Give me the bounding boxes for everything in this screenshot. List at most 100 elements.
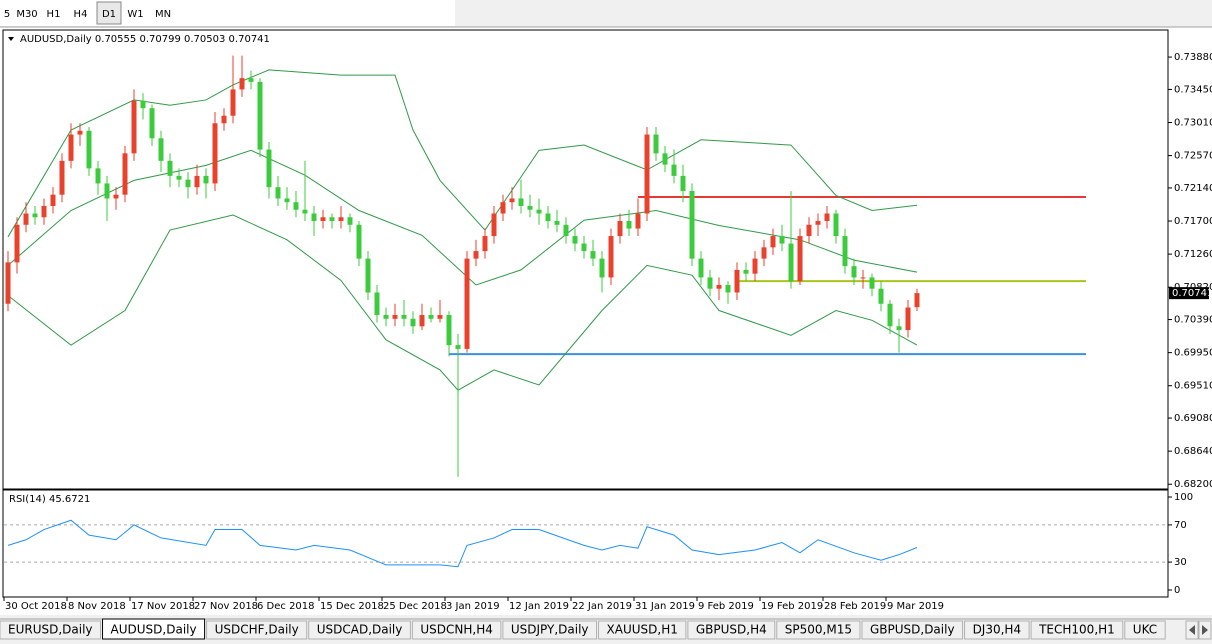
tab-label: USDCNH,H4 xyxy=(420,623,493,637)
y-tick-label: 0.68640 xyxy=(1174,446,1212,457)
candle-body xyxy=(248,78,254,82)
candle-body xyxy=(239,78,245,90)
candle-body xyxy=(329,217,335,222)
candle-body xyxy=(221,115,227,124)
tab-label: USDCAD,Daily xyxy=(317,623,403,637)
x-tick-label: 17 Nov 2018 xyxy=(131,601,195,612)
candle-body xyxy=(464,258,470,349)
timeframe-button[interactable]: H1 xyxy=(47,9,61,20)
close: 0.70741 xyxy=(229,34,270,45)
tab[interactable]: UKC xyxy=(1124,620,1166,640)
candle-body xyxy=(644,134,650,214)
candle-body xyxy=(95,168,101,184)
tab-bg xyxy=(502,620,598,640)
tab[interactable]: TECH100,H1 xyxy=(1030,620,1124,640)
candle-body xyxy=(113,194,119,199)
candle-body xyxy=(176,175,182,180)
tab[interactable]: XAUUSD,H1 xyxy=(598,620,687,640)
tab[interactable]: DJ30,H4 xyxy=(964,620,1030,640)
candle-body xyxy=(590,251,596,259)
tab[interactable]: AUDUSD,Daily xyxy=(102,618,206,640)
scroll-left-icon xyxy=(1189,625,1195,635)
timeframe-button[interactable]: H4 xyxy=(74,9,88,20)
candle-body xyxy=(14,224,20,263)
candle-body xyxy=(392,315,398,319)
candle-body xyxy=(428,315,434,319)
tab[interactable]: GBPUSD,H4 xyxy=(687,620,776,640)
candle-body xyxy=(716,284,722,289)
candle-body xyxy=(59,160,65,195)
candle-body xyxy=(554,221,560,225)
candle-body xyxy=(734,269,740,293)
tab[interactable]: USDCHF,Daily xyxy=(206,620,308,640)
candle-body xyxy=(806,224,812,237)
timeframe-button[interactable]: 5 xyxy=(4,9,10,20)
tab-bg xyxy=(1030,620,1124,640)
candle-body xyxy=(311,213,317,222)
candle-body xyxy=(41,205,47,218)
candle-body xyxy=(446,315,452,346)
candle-body xyxy=(707,277,713,289)
tab[interactable]: USDJPY,Daily xyxy=(502,620,598,640)
candle-body xyxy=(383,315,389,319)
tab-label: USDJPY,Daily xyxy=(511,623,589,637)
candle-body xyxy=(761,247,767,259)
tab[interactable]: USDCNH,H4 xyxy=(411,620,502,640)
candle-body xyxy=(50,194,56,206)
tab-scroll[interactable] xyxy=(1185,620,1212,640)
rsi-y-tick-label: 100 xyxy=(1174,492,1193,503)
candle-body xyxy=(545,213,551,222)
candle-body xyxy=(149,108,155,139)
y-tick-label: 0.70390 xyxy=(1174,315,1212,326)
high: 0.70799 xyxy=(139,34,180,45)
y-tick-label: 0.69510 xyxy=(1174,381,1212,392)
candle-body xyxy=(869,277,875,289)
tab[interactable]: EURUSD,Daily xyxy=(0,620,102,640)
tab-bg xyxy=(411,620,502,640)
candle-body xyxy=(104,183,110,199)
tab[interactable]: SP500,M15 xyxy=(776,620,861,640)
candle-body xyxy=(437,315,443,319)
timeframe-button[interactable]: D1 xyxy=(96,1,122,25)
collapse-arrow xyxy=(8,37,14,41)
candle-body xyxy=(68,134,74,161)
tab-label: GBPUSD,H4 xyxy=(696,623,767,637)
candle-body xyxy=(293,202,299,210)
candle-body xyxy=(797,236,803,282)
x-tick-label: 25 Dec 2018 xyxy=(383,601,447,612)
bollinger-upper xyxy=(7,69,918,238)
candle-body xyxy=(455,345,461,349)
candle-body xyxy=(572,236,578,244)
candle-body xyxy=(158,138,164,161)
x-tick-label: 8 Nov 2018 xyxy=(68,601,126,612)
timeframe-label: M30 xyxy=(16,9,37,20)
timeframe-button[interactable]: MN xyxy=(155,9,171,20)
tab-bg xyxy=(776,620,861,640)
candle-body xyxy=(671,164,677,176)
candle-body xyxy=(473,251,479,259)
candle-body xyxy=(212,123,218,184)
candle-body xyxy=(23,213,29,225)
candle-body xyxy=(77,130,83,135)
y-tick-label: 0.72140 xyxy=(1174,183,1212,194)
candle-body xyxy=(230,89,236,116)
x-tick-label: 9 Mar 2019 xyxy=(887,601,944,612)
timeframe-button[interactable]: W1 xyxy=(127,9,143,20)
candle-body xyxy=(752,258,758,274)
candle-body xyxy=(878,288,884,304)
timeframe-button[interactable]: M30 xyxy=(16,9,37,20)
candle-body xyxy=(482,236,488,252)
current-price-label: 0.70741 xyxy=(1172,288,1212,299)
candle-body xyxy=(581,243,587,252)
candle-body xyxy=(401,315,407,319)
candle-body xyxy=(194,175,200,188)
candle-body xyxy=(491,213,497,237)
candle-body xyxy=(896,326,902,331)
tab[interactable]: GBPUSD,Daily xyxy=(861,620,964,640)
tab[interactable]: USDCAD,Daily xyxy=(308,620,411,640)
x-tick-label: 28 Feb 2019 xyxy=(824,601,886,612)
candle-body xyxy=(5,262,11,304)
tab-bg xyxy=(687,620,776,640)
candle-body xyxy=(122,153,128,195)
